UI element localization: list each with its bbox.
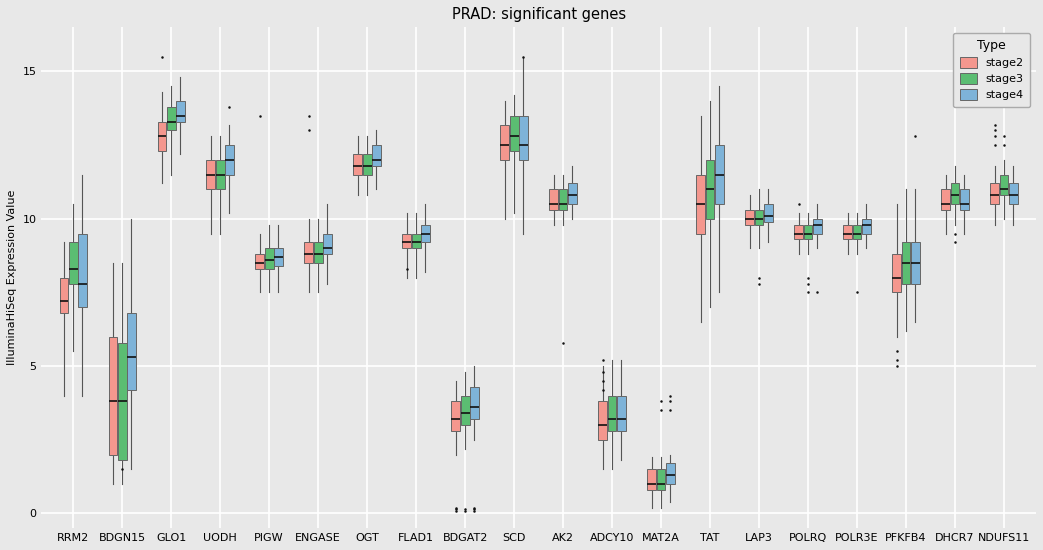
Bar [608, 395, 616, 431]
Bar [314, 243, 322, 263]
Bar [911, 243, 920, 284]
Bar [746, 210, 754, 225]
Bar [568, 184, 577, 204]
Bar [470, 387, 479, 419]
Bar [960, 189, 969, 210]
Legend: stage2, stage3, stage4: stage2, stage3, stage4 [953, 33, 1030, 107]
Bar [852, 225, 862, 239]
Bar [893, 254, 901, 293]
Bar [795, 225, 803, 239]
Bar [862, 219, 871, 234]
Bar [648, 469, 656, 490]
Bar [59, 278, 69, 313]
Bar [510, 116, 518, 151]
Bar [550, 189, 558, 210]
Bar [812, 219, 822, 234]
Bar [305, 243, 313, 263]
Bar [372, 145, 381, 166]
Bar [1009, 184, 1018, 204]
Bar [108, 337, 118, 454]
Bar [118, 343, 126, 460]
Bar [225, 145, 234, 174]
Bar [69, 243, 77, 284]
Bar [763, 204, 773, 222]
Bar [950, 184, 960, 204]
Bar [990, 184, 999, 204]
Bar [616, 395, 626, 431]
Bar [665, 463, 675, 484]
Bar [354, 154, 362, 174]
Bar [714, 145, 724, 204]
Bar [78, 234, 87, 307]
Bar [176, 101, 185, 122]
Bar [599, 402, 607, 440]
Bar [403, 234, 411, 248]
Y-axis label: IlluminaHiSeq Expression Value: IlluminaHiSeq Expression Value [7, 190, 17, 365]
Bar [461, 395, 469, 425]
Bar [803, 225, 812, 239]
Bar [167, 107, 175, 130]
Bar [697, 174, 705, 234]
Bar [265, 248, 273, 269]
Bar [127, 313, 136, 390]
Bar [363, 154, 371, 174]
Bar [559, 189, 567, 210]
Bar [657, 469, 665, 490]
Bar [157, 122, 166, 151]
Bar [501, 124, 509, 160]
Bar [519, 116, 528, 160]
Bar [942, 189, 950, 210]
Bar [844, 225, 852, 239]
Bar [256, 254, 264, 269]
Bar [216, 160, 224, 189]
Bar [274, 248, 283, 266]
Title: PRAD: significant genes: PRAD: significant genes [452, 7, 626, 22]
Bar [207, 160, 215, 189]
Bar [412, 234, 420, 248]
Bar [755, 210, 763, 225]
Bar [999, 174, 1009, 195]
Bar [452, 402, 460, 431]
Bar [706, 160, 714, 219]
Bar [421, 225, 430, 243]
Bar [901, 243, 911, 284]
Bar [323, 234, 332, 254]
